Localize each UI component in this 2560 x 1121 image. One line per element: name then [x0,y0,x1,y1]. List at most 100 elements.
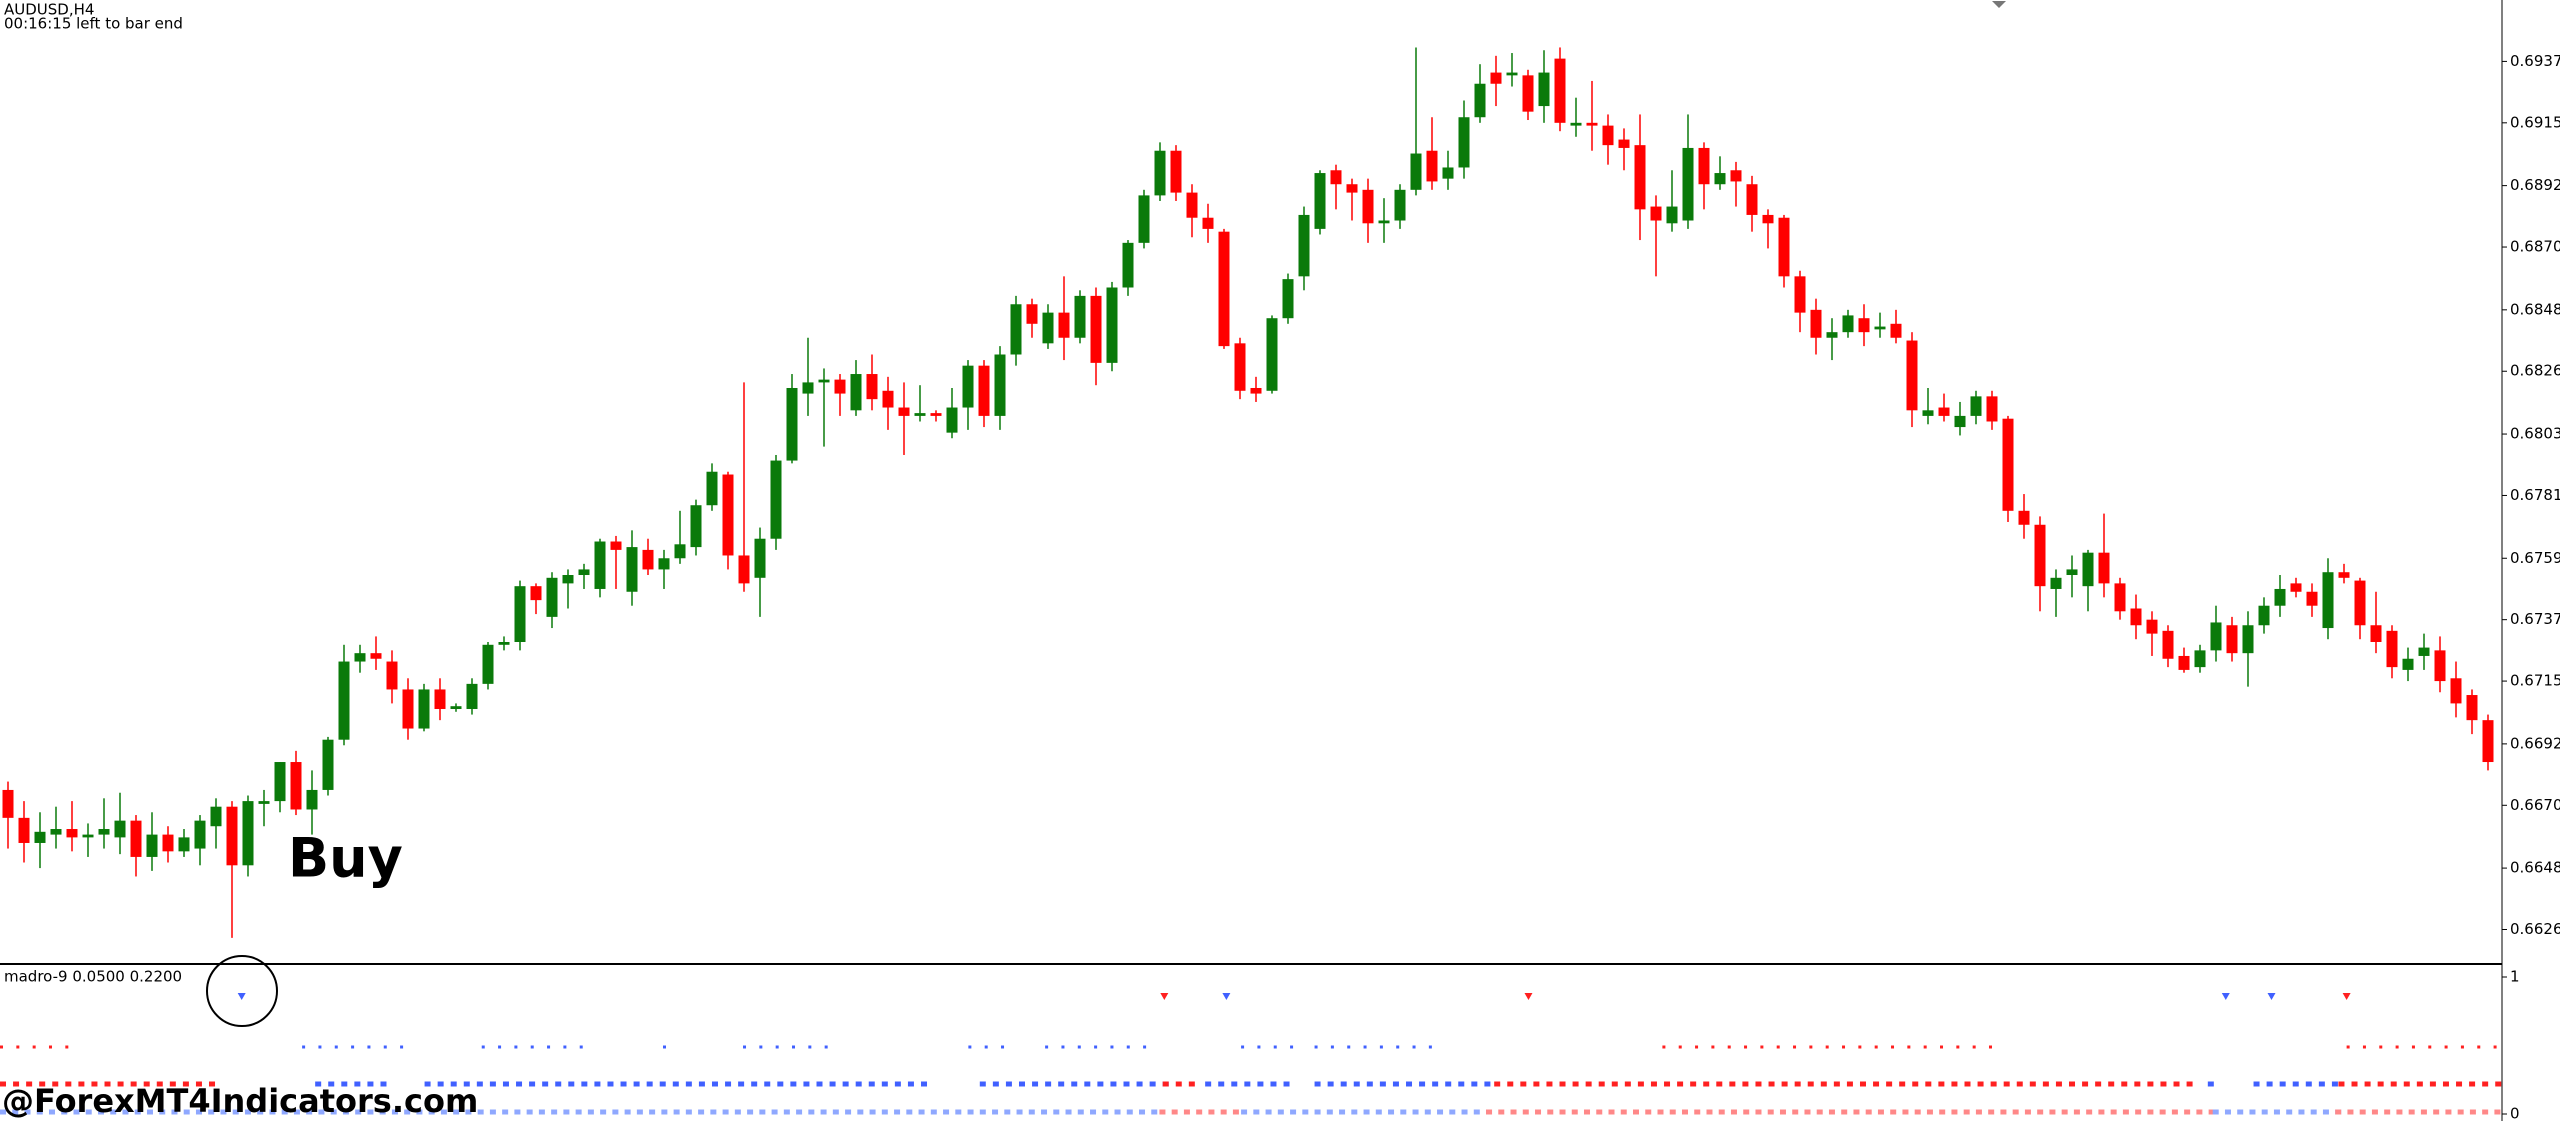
indicator-dot [2310,1109,2317,1115]
indicator-dot [2335,1109,2342,1115]
indicator-dot [1963,1109,1970,1115]
candle-body [2,789,14,818]
indicator-dot [2338,1081,2345,1087]
signal-arrow [1524,993,1533,1000]
indicator-dot [1340,1081,1347,1087]
indicator-dot [244,1109,251,1115]
indicator-dot [516,1081,523,1087]
indicator-dot [156,1081,163,1087]
indicator-dot [579,1045,583,1049]
indicator-dot [792,1045,796,1049]
indicator-dot [1571,1109,1578,1115]
indicator-dot [829,1081,836,1087]
indicator-dot [672,1081,679,1087]
indicator-dot [1956,1045,1960,1049]
indicator-dot [1951,1081,1958,1087]
indicator-dot [502,1081,509,1087]
indicator-dot [1755,1081,1762,1087]
indicator-dot [1486,1109,1493,1115]
indicator-dot [832,1109,839,1115]
candle-body [34,831,46,843]
indicator-dot [476,1081,483,1087]
candle-body [1602,125,1614,146]
indicator-dot [2346,1045,2350,1049]
candle-body [1554,58,1566,123]
indicator-dot [2279,1081,2286,1087]
indicator-dot [661,1109,668,1115]
candle-body [146,834,158,857]
candle-body [898,407,910,416]
indicator-dot [968,1045,972,1049]
indicator-dot [269,1109,276,1115]
indicator-dot [1494,1081,1501,1087]
indicator-dot [351,1045,355,1049]
indicator-dot [1314,1109,1321,1115]
candle-body [1458,117,1470,168]
candle-body [594,541,606,589]
signal-arrow [2342,993,2351,1000]
indicator-dot [816,1081,823,1087]
signal-arrow [237,993,246,1000]
indicator-dot [955,1109,962,1115]
candle-body [1202,217,1214,229]
bar-timer: 00:16:15 left to bar end [4,15,183,33]
indicator-dot [2029,1081,2036,1087]
candle-body [1042,312,1054,344]
candle-body [1138,195,1150,243]
indicator-dot [1432,1081,1439,1087]
candle-body [1682,147,1694,221]
indicator-dot [1711,1045,1715,1049]
candle-body [1154,150,1166,196]
indicator-dot [134,1109,141,1115]
indicator-dot [738,1081,745,1087]
indicator-dot [424,1081,431,1087]
indicator-dot [330,1109,337,1115]
y-tick-label: 0.66705 [2510,796,2560,814]
indicator-dot [195,1109,202,1115]
indicator-dot [1833,1081,1840,1087]
indicator-dot [555,1081,562,1087]
indicator-dot [711,1081,718,1087]
indicator-dot [1859,1081,1866,1087]
indicator-dot [1379,1081,1386,1087]
candle-body [98,829,110,835]
indicator-dot [1598,1081,1605,1087]
indicator-dot [489,1109,496,1115]
indicator-dot [1662,1045,1666,1049]
indicator-dot [1727,1045,1731,1049]
indicator-dot [1825,1045,1829,1049]
candle-body [706,471,718,506]
indicator-dot [2347,1109,2354,1115]
candle-body [2210,622,2222,651]
indicator-dot [48,1045,52,1049]
indicator-dot [1437,1109,1444,1115]
indicator-dot [78,1081,85,1087]
candle-body [1762,214,1774,224]
indicator-dot [16,1045,20,1049]
indicator-dot [563,1045,567,1049]
indicator-dot [2266,1081,2273,1087]
candle-body [2066,569,2078,576]
indicator-dot [1520,1081,1527,1087]
candle-body [722,474,734,556]
indicator-dot [1045,1081,1052,1087]
indicator-dot [581,1081,588,1087]
candle-body [66,829,78,838]
indicator-dot [2460,1045,2464,1049]
candle-body [1090,295,1102,363]
indicator-dot [39,1081,46,1087]
candle-body [1346,184,1358,193]
indicator-dot [48,1109,55,1115]
indicator-dot [1363,1045,1367,1049]
candle-body [1650,206,1662,221]
candle-body [834,379,846,394]
indicator-dot [2186,1081,2193,1087]
indicator-dot [1077,1045,1081,1049]
indicator-dot [1690,1081,1697,1087]
indicator-dot [1794,1081,1801,1087]
indicator-dot [2377,1081,2384,1087]
indicator-dot [2390,1081,2397,1087]
indicator-dot [921,1081,928,1087]
